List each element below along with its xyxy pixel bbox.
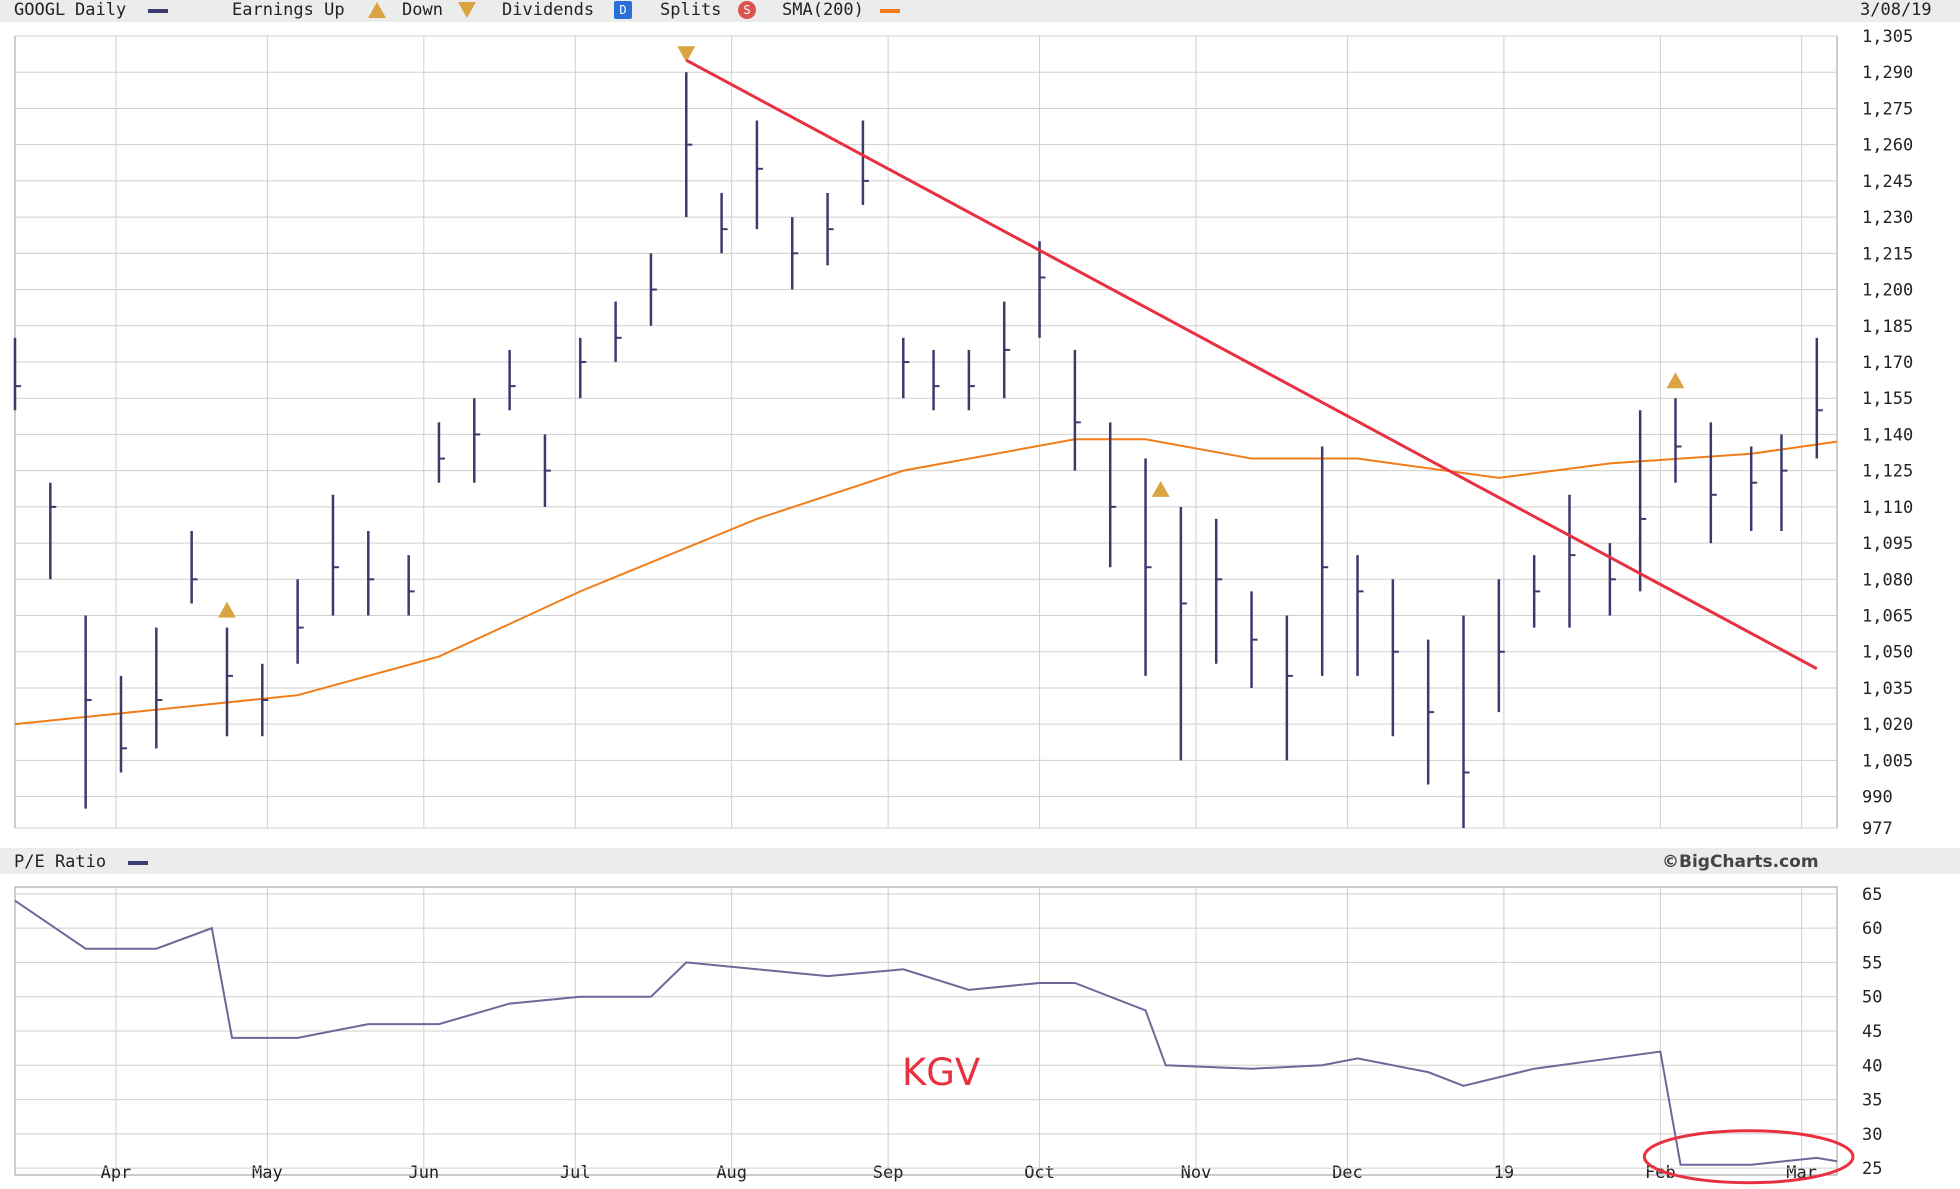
pe-legend-swatch bbox=[128, 861, 148, 865]
splits-icon: S bbox=[738, 1, 756, 19]
x-tick-label: Jul bbox=[560, 1163, 591, 1183]
x-tick-label: Oct bbox=[1024, 1163, 1055, 1183]
earnings-up-marker bbox=[1151, 480, 1170, 497]
price-y-tick-label: 1,140 bbox=[1862, 425, 1913, 445]
price-y-tick-label: 977 bbox=[1862, 819, 1893, 839]
brand-label: ©BigCharts.com bbox=[1662, 852, 1819, 872]
price-legend-swatch bbox=[148, 9, 168, 13]
symbol-label: GOOGL bbox=[14, 0, 66, 20]
pe-header-bar bbox=[0, 848, 1960, 874]
sma-legend-swatch bbox=[880, 9, 900, 13]
price-y-tick-label: 1,200 bbox=[1862, 281, 1913, 301]
sma-label: SMA(200) bbox=[782, 0, 864, 20]
price-y-tick-label: 1,185 bbox=[1862, 317, 1913, 337]
price-y-tick-label: 1,035 bbox=[1862, 679, 1913, 699]
pe-y-tick-label: 45 bbox=[1862, 1022, 1882, 1042]
highlight-ellipse bbox=[1642, 1129, 1855, 1185]
legend-bar bbox=[0, 0, 1960, 22]
pe-y-tick-label: 35 bbox=[1862, 1091, 1882, 1111]
pe-y-tick-label: 30 bbox=[1862, 1125, 1882, 1145]
x-tick-label: Jun bbox=[408, 1163, 439, 1183]
earnings-down-marker bbox=[677, 46, 696, 63]
down-label: Down bbox=[402, 0, 443, 20]
earnings-up-icon bbox=[368, 2, 386, 18]
price-y-tick-label: 1,020 bbox=[1862, 715, 1913, 735]
date-label: 3/08/19 bbox=[1860, 0, 1932, 20]
x-tick-label: May bbox=[252, 1163, 283, 1183]
price-y-tick-label: 1,275 bbox=[1862, 99, 1913, 119]
trendline bbox=[685, 58, 1818, 670]
price-y-tick-label: 1,305 bbox=[1862, 27, 1913, 47]
price-panel-frame bbox=[14, 35, 1838, 829]
pe-y-tick-label: 40 bbox=[1862, 1056, 1882, 1076]
earnings-label: Earnings Up bbox=[232, 0, 345, 20]
price-y-tick-label: 1,005 bbox=[1862, 751, 1913, 771]
x-tick-label: Nov bbox=[1181, 1163, 1212, 1183]
dividends-icon: D bbox=[614, 1, 632, 19]
x-tick-label: 19 bbox=[1494, 1163, 1514, 1183]
price-y-tick-label: 1,125 bbox=[1862, 462, 1913, 482]
pe-y-tick-label: 55 bbox=[1862, 953, 1882, 973]
price-y-tick-label: 1,110 bbox=[1862, 498, 1913, 518]
pe-title: P/E Ratio bbox=[14, 852, 107, 872]
price-y-tick-label: 1,155 bbox=[1862, 389, 1913, 409]
earnings-up-marker bbox=[217, 601, 236, 618]
price-y-tick-label: 1,215 bbox=[1862, 244, 1913, 264]
pe-y-tick-label: 60 bbox=[1862, 919, 1882, 939]
price-y-tick-label: 1,065 bbox=[1862, 607, 1913, 627]
x-tick-label: Dec bbox=[1332, 1163, 1363, 1183]
price-y-tick-label: 1,050 bbox=[1862, 643, 1913, 663]
price-y-tick-label: 1,095 bbox=[1862, 534, 1913, 554]
price-y-tick-label: 1,245 bbox=[1862, 172, 1913, 192]
price-y-tick-label: 1,230 bbox=[1862, 208, 1913, 228]
price-y-tick-label: 1,290 bbox=[1862, 63, 1913, 83]
price-y-tick-label: 1,260 bbox=[1862, 136, 1913, 156]
earnings-down-icon bbox=[458, 2, 476, 18]
pe-y-tick-label: 50 bbox=[1862, 988, 1882, 1008]
pe-ratio-line bbox=[14, 899, 1838, 1166]
frequency-label: Daily bbox=[75, 0, 127, 20]
earnings-up-marker bbox=[1666, 372, 1685, 389]
price-y-tick-label: 1,170 bbox=[1862, 353, 1913, 373]
x-tick-label: Sep bbox=[873, 1163, 904, 1183]
dividends-label: Dividends bbox=[502, 0, 595, 20]
pe-y-tick-label: 65 bbox=[1862, 885, 1882, 905]
x-tick-label: Apr bbox=[101, 1163, 132, 1183]
price-y-tick-label: 1,080 bbox=[1862, 570, 1913, 590]
price-y-tick-label: 990 bbox=[1862, 788, 1893, 808]
sma-200-line bbox=[14, 438, 1838, 726]
pe-y-tick-label: 25 bbox=[1862, 1159, 1882, 1179]
x-tick-label: Aug bbox=[716, 1163, 747, 1183]
splits-label: Splits bbox=[660, 0, 722, 20]
kgv-annotation: KGV bbox=[902, 1051, 981, 1094]
